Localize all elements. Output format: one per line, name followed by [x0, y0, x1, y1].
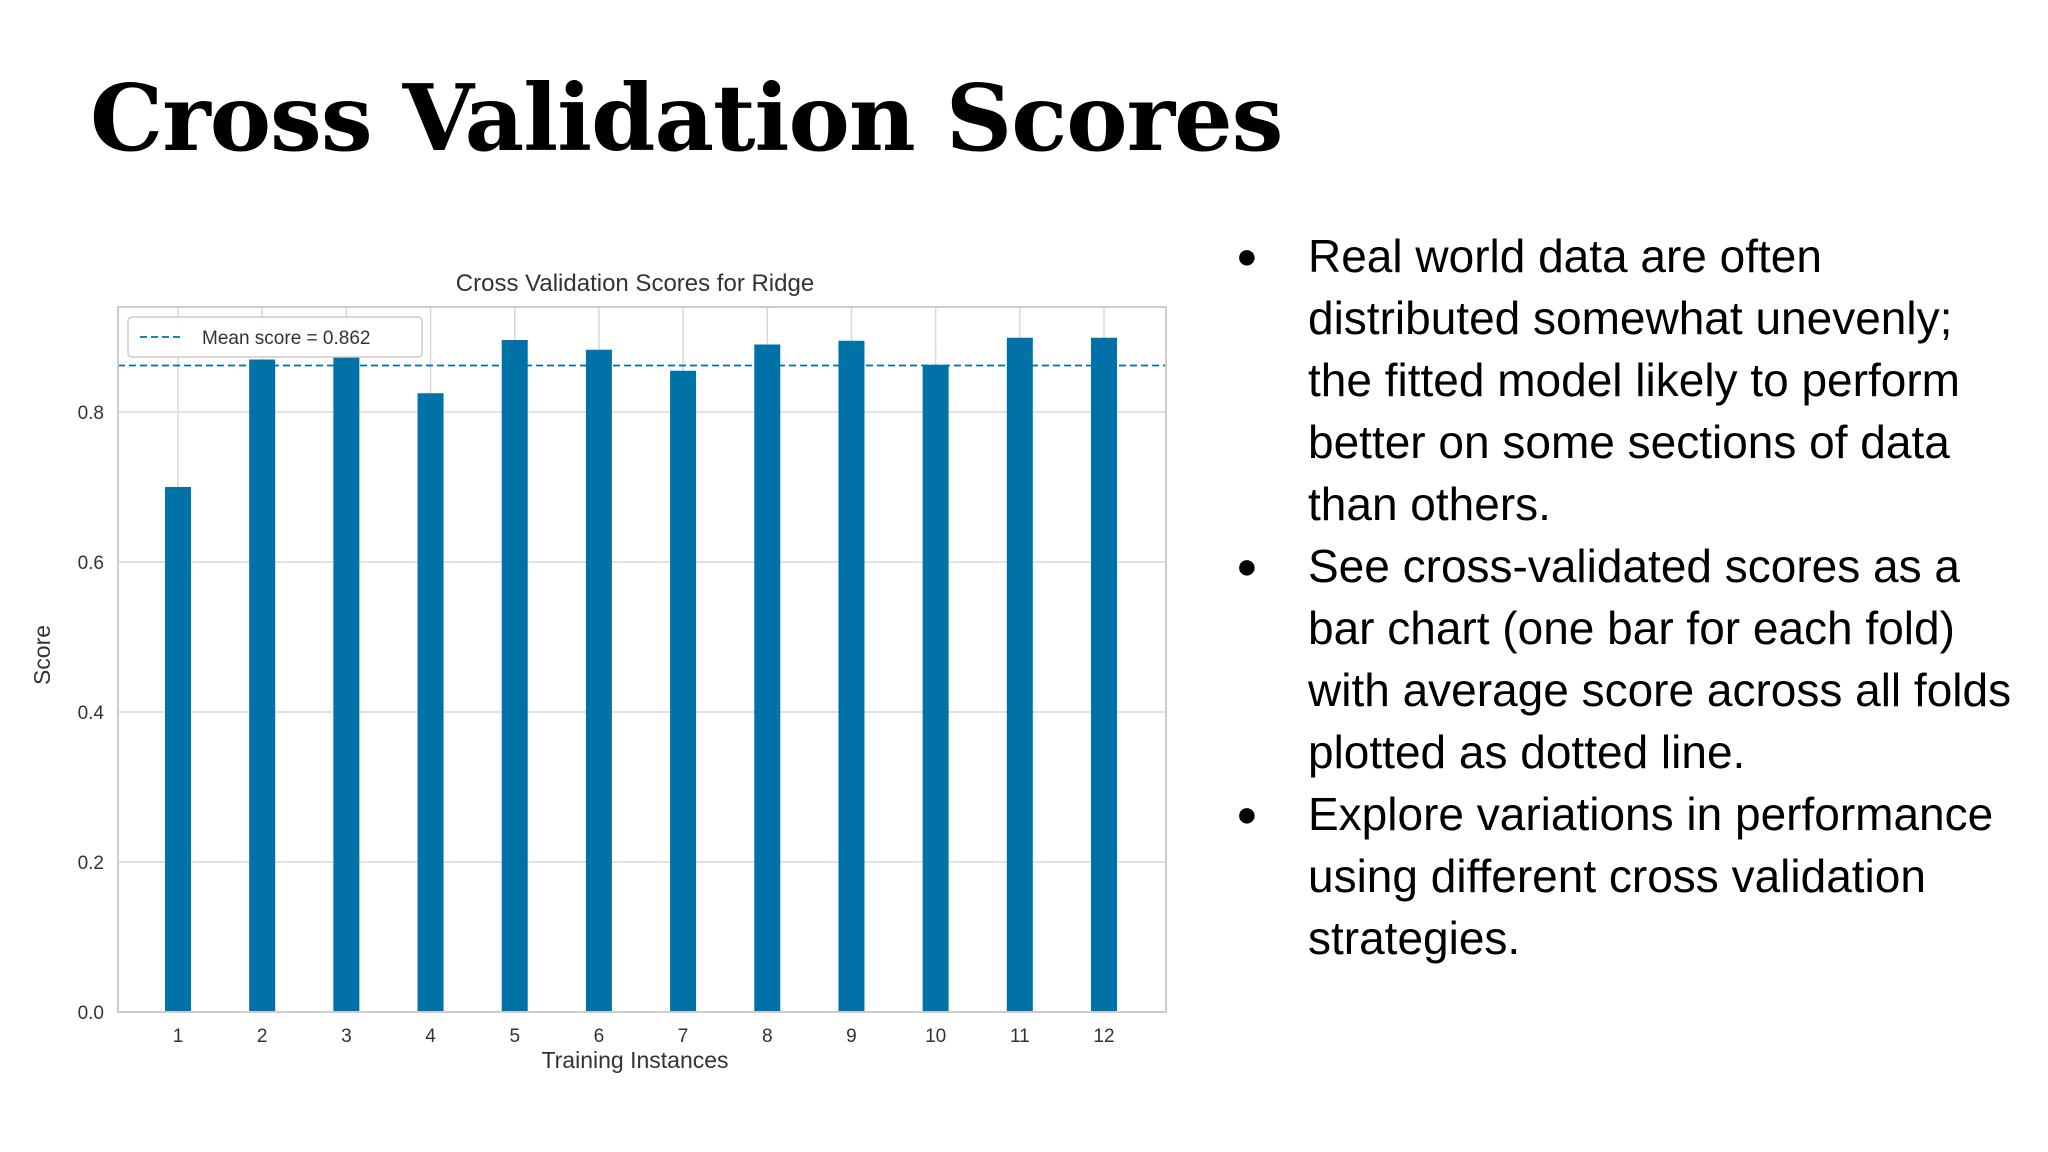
bullet-text: See cross-validated scores as a bar char… — [1308, 540, 2012, 778]
x-tick-label: 11 — [1010, 1026, 1030, 1047]
x-tick-label: 6 — [594, 1026, 605, 1047]
y-tick-label: 0.4 — [78, 703, 105, 724]
bullet-dot-icon: ● — [1236, 235, 1258, 276]
x-tick-label: 3 — [341, 1026, 352, 1047]
x-tick-label: 12 — [1093, 1026, 1114, 1047]
x-tick-label: 7 — [678, 1026, 689, 1047]
bar-fold-2 — [249, 359, 276, 1012]
plot-frame — [117, 306, 1167, 1013]
y-tick-label: 0.0 — [78, 1003, 104, 1024]
legend-label: Mean score = 0.862 — [202, 328, 370, 349]
x-tick-label: 5 — [509, 1026, 520, 1047]
legend-box — [127, 316, 423, 358]
bullet-dot-icon: ● — [1236, 793, 1258, 834]
bar-fold-9 — [838, 340, 865, 1012]
x-tick-label: 2 — [257, 1026, 268, 1047]
bar-fold-4 — [417, 393, 444, 1012]
bar-fold-10 — [922, 364, 949, 1012]
bullet-item: ● See cross-validated scores as a bar ch… — [1236, 535, 2026, 783]
bar-fold-8 — [754, 344, 781, 1012]
bullet-list: ● Real world data are often distributed … — [1236, 225, 2026, 969]
x-tick-label: 10 — [925, 1026, 946, 1047]
chart-container: 0.0 0.2 0.4 0.6 0.8 1 2 3 4 5 6 7 8 9 10 11 12 Mean scor… — [20, 255, 1190, 1105]
x-tick-label: 8 — [762, 1026, 773, 1047]
chart-title: Cross Validation Scores for Ridge — [456, 270, 814, 297]
bar-fold-12 — [1091, 337, 1117, 1012]
bar-fold-11 — [1006, 337, 1033, 1012]
slide-title: Cross Validation Scores — [90, 64, 1283, 172]
bullet-item: ● Real world data are often distributed … — [1236, 225, 2026, 535]
bar-chart: 0.00.20.40.60.81 2 3 4 5 6 7 8 9 10 11 12 Mean scor… — [29, 270, 1167, 1073]
axes-layer: 0.00.20.40.60.81 2 3 4 5 6 7 8 9 10 11 12 — [78, 306, 1167, 1047]
y-tick-label: 0.6 — [78, 553, 104, 574]
y-tick-label: 0.8 — [78, 403, 104, 424]
y-tick-label: 0.2 — [78, 853, 104, 874]
bar-fold-6 — [585, 349, 612, 1012]
bar-fold-1 — [165, 487, 191, 1012]
x-tick-label: 9 — [846, 1026, 857, 1047]
x-tick-label: 1 — [173, 1026, 184, 1047]
bar-fold-5 — [501, 340, 528, 1012]
bullet-text: Explore variations in performance using … — [1308, 788, 1994, 964]
legend-layer: Mean score = 0.862 — [127, 316, 423, 358]
x-tick-label: 4 — [425, 1026, 436, 1047]
bar-fold-7 — [670, 370, 697, 1012]
y-axis-label: Score — [29, 625, 55, 685]
bullet-item: ● Explore variations in performance usin… — [1236, 783, 2026, 969]
bullet-dot-icon: ● — [1236, 545, 1258, 586]
bullet-text: Real world data are often distributed so… — [1308, 230, 1960, 530]
bar-fold-3 — [333, 357, 360, 1012]
x-axis-label: Training Instances — [541, 1047, 728, 1073]
bars-layer — [165, 337, 1117, 1012]
